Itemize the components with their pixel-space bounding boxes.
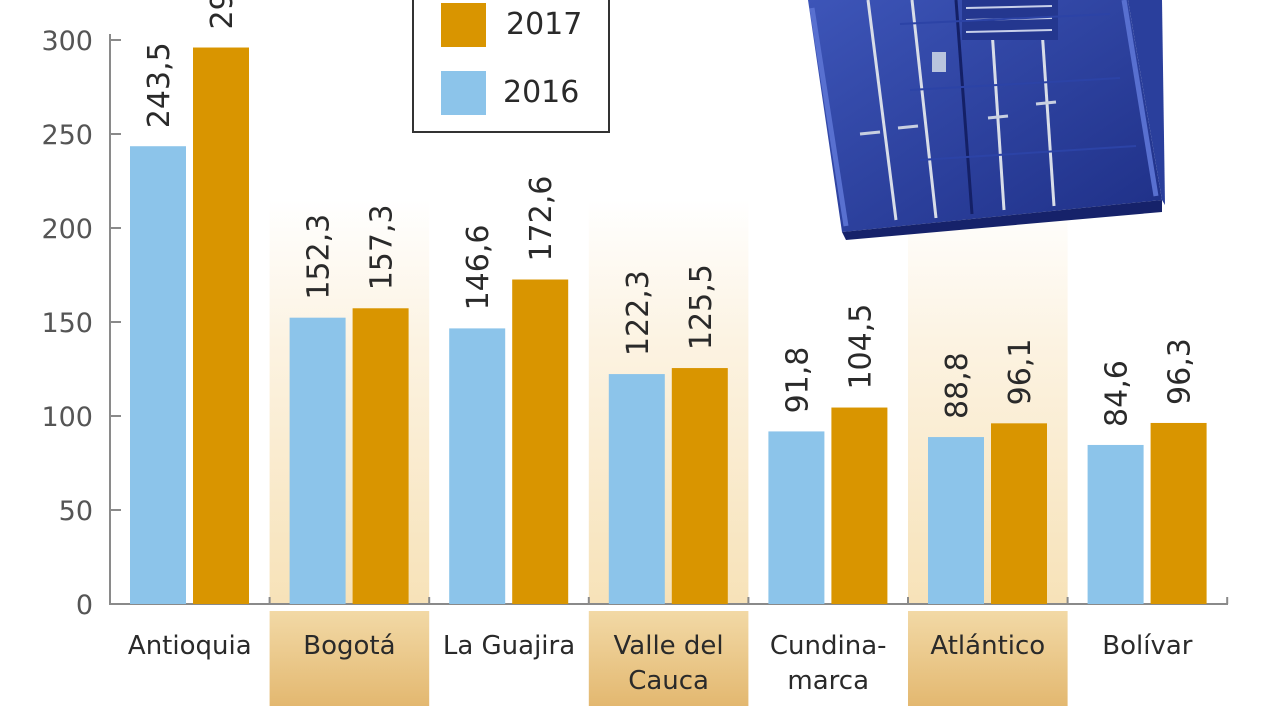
category-label: Bolívar xyxy=(1102,631,1193,661)
bar-2017 xyxy=(193,47,249,604)
category-label-box xyxy=(908,611,1068,706)
bar-2016 xyxy=(130,146,186,604)
legend-swatch-2016 xyxy=(441,71,486,115)
value-label-2017: 104,5 xyxy=(843,304,878,390)
value-labels: 243,5 29 152,3 157,3 146,6 172,6 122,3 125,5 91,… xyxy=(142,0,1198,427)
bar-2017 xyxy=(512,279,569,604)
y-tick-label: 250 xyxy=(41,120,93,151)
legend: 2017 2016 xyxy=(412,0,610,133)
category-label-box xyxy=(269,611,430,706)
bar-2017 xyxy=(671,368,728,604)
y-tick-label: 0 xyxy=(76,590,93,621)
y-tick-label: 300 xyxy=(41,26,93,57)
y-tick-label: 50 xyxy=(59,496,93,527)
value-label-2016: 88,8 xyxy=(940,352,975,419)
category-label: Bogotá xyxy=(303,631,395,661)
y-tick-label: 150 xyxy=(41,308,93,339)
bar-2016 xyxy=(768,431,825,604)
bar-2017 xyxy=(352,308,409,604)
value-label-2017: 96,1 xyxy=(1003,339,1038,406)
legend-swatch-2017 xyxy=(441,3,486,47)
y-tick-label: 100 xyxy=(41,402,93,433)
category-labels: Antioquia Bogotá La Guajira Valle del Cauca C… xyxy=(128,631,1193,696)
value-label-2017: 172,6 xyxy=(524,176,559,262)
y-tick-label: 200 xyxy=(41,214,93,245)
value-label-2017: 96,3 xyxy=(1163,338,1198,405)
category-label: Valle del Cauca xyxy=(614,631,724,696)
category-label: Atlántico xyxy=(930,631,1045,661)
category-label-box xyxy=(588,611,749,706)
legend-label-2017: 2017 xyxy=(506,7,582,42)
value-label-2016: 146,6 xyxy=(461,225,496,311)
value-label-2017: 125,5 xyxy=(684,264,719,350)
bar-2017 xyxy=(1150,422,1207,604)
legend-label-2016: 2016 xyxy=(503,75,579,110)
value-label-2016: 122,3 xyxy=(621,270,656,356)
bar-2017 xyxy=(831,407,888,604)
value-label-2016: 243,5 xyxy=(142,42,177,128)
bars xyxy=(130,47,1207,604)
value-label-2017: 29 xyxy=(205,0,240,30)
bar-2016 xyxy=(449,328,506,604)
bar-2016 xyxy=(928,437,984,604)
bar-2016 xyxy=(1087,444,1144,604)
category-label: Cundina-marca xyxy=(770,631,887,696)
value-label-2016: 91,8 xyxy=(780,347,815,414)
shipping-container-icon xyxy=(808,0,1165,240)
bar-2017 xyxy=(991,423,1047,604)
value-label-2016: 84,6 xyxy=(1100,360,1135,427)
category-label: Antioquia xyxy=(128,631,252,661)
value-label-2017: 157,3 xyxy=(365,204,400,290)
value-label-2016: 152,3 xyxy=(302,214,337,300)
bar-2016 xyxy=(608,374,665,604)
bar-2016 xyxy=(289,317,346,604)
category-label: La Guajira xyxy=(443,631,575,661)
y-axis: 0 50 100 150 200 250 300 xyxy=(41,26,1229,621)
